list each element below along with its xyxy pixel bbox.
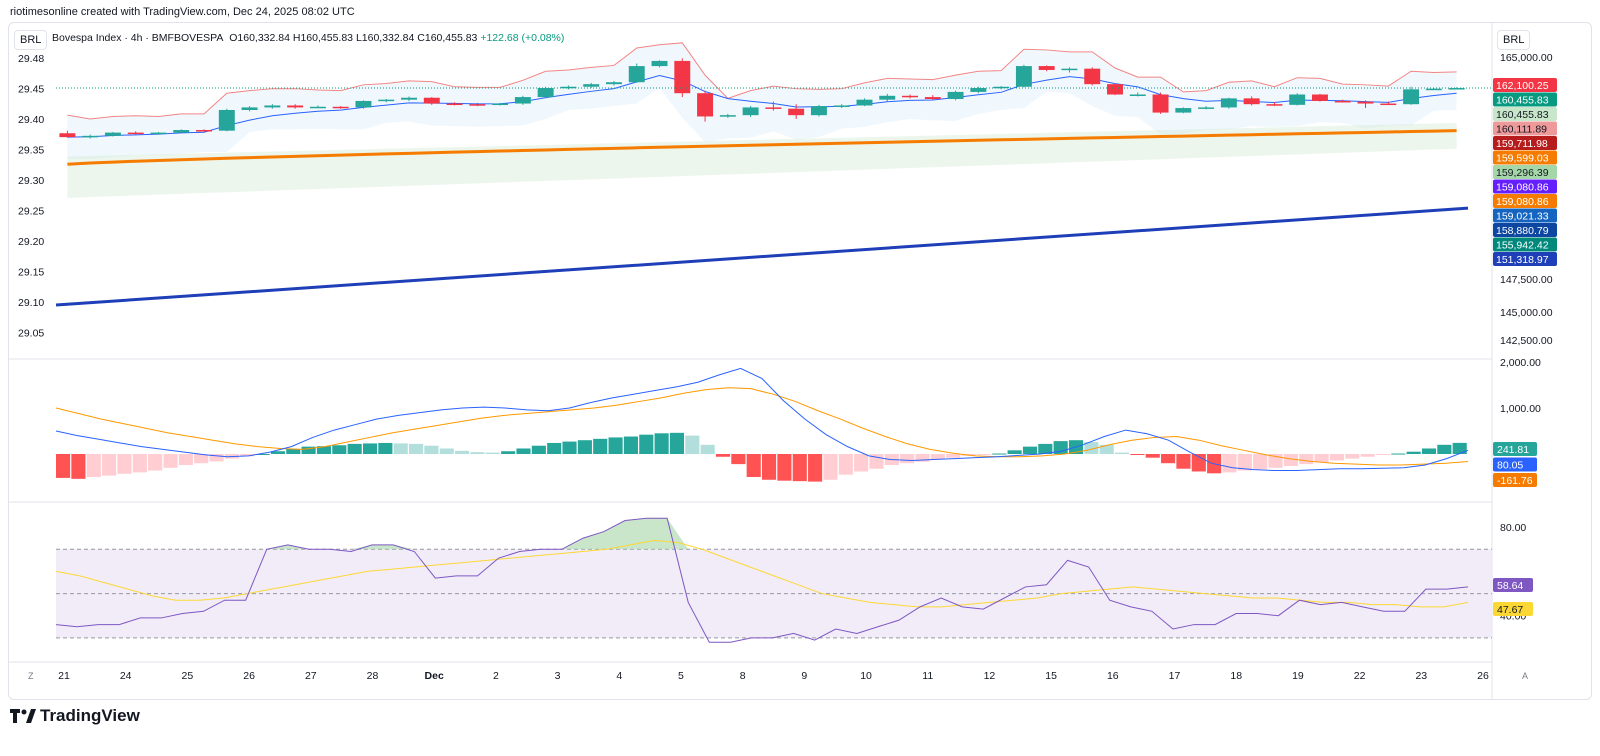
legend-open: O160,332.84	[229, 32, 290, 44]
chart-caption: riotimesonline created with TradingView.…	[10, 6, 355, 18]
symbol-name[interactable]: Bovespa Index · 4h · BMFBOVESPA	[52, 32, 224, 44]
tradingview-logo-icon	[10, 709, 36, 723]
brand-name: TradingView	[40, 706, 140, 725]
legend-high: H160,455.83	[292, 32, 354, 44]
legend-change: +122.68 (+0.08%)	[480, 32, 565, 44]
currency-button-left[interactable]: BRL	[14, 30, 48, 50]
currency-button-right[interactable]: BRL	[1497, 30, 1531, 50]
symbol-legend: Bovespa Index · 4h · BMFBOVESPA O160,332…	[52, 32, 564, 44]
auto-scale-button[interactable]: A	[1522, 671, 1529, 681]
zoom-icon[interactable]: Z	[28, 671, 34, 681]
legend-close: C160,455.83	[417, 32, 478, 44]
legend-low: L160,332.84	[355, 32, 415, 44]
chart-frame	[8, 22, 1592, 700]
tradingview-logo: TradingView	[10, 706, 140, 726]
